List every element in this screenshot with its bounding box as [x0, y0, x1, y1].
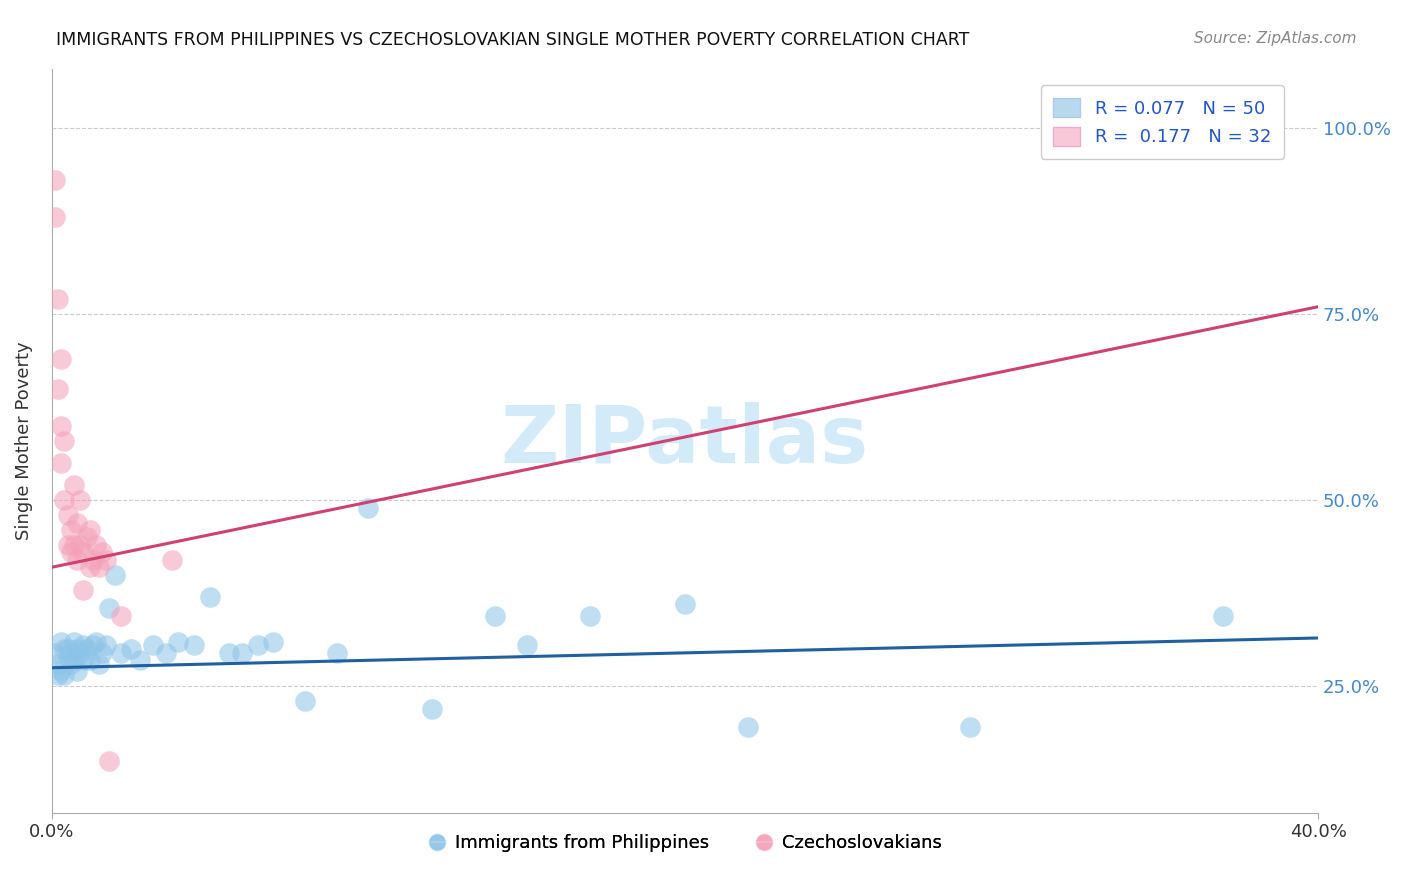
Point: [56, 649, 79, 664]
Point: [56, 642, 79, 657]
Point: [673, 598, 696, 612]
Point: [183, 639, 205, 653]
Point: [579, 608, 602, 623]
Point: [94, 639, 117, 653]
Point: [97, 754, 120, 768]
Point: [110, 608, 132, 623]
Point: [110, 646, 132, 660]
Point: [69, 646, 91, 660]
Point: [155, 646, 177, 660]
Point: [294, 694, 316, 708]
Text: ZIPatlas: ZIPatlas: [501, 401, 869, 480]
Point: [69, 493, 91, 508]
Point: [357, 500, 380, 515]
Point: [72, 545, 94, 559]
Point: [51, 456, 73, 470]
Point: [44, 211, 66, 225]
Point: [46, 293, 69, 307]
Text: Source: ZipAtlas.com: Source: ZipAtlas.com: [1194, 31, 1357, 46]
Point: [218, 646, 240, 660]
Point: [72, 639, 94, 653]
Point: [959, 720, 981, 734]
Point: [53, 434, 76, 448]
Point: [56, 508, 79, 523]
Point: [89, 560, 111, 574]
Y-axis label: Single Mother Poverty: Single Mother Poverty: [15, 342, 32, 540]
Point: [46, 382, 69, 396]
Point: [160, 553, 183, 567]
Point: [89, 657, 111, 671]
Point: [66, 665, 89, 679]
Point: [120, 642, 142, 657]
Point: [94, 553, 117, 567]
Point: [167, 634, 190, 648]
Point: [97, 601, 120, 615]
Point: [246, 639, 269, 653]
Point: [79, 560, 101, 574]
Point: [84, 634, 107, 648]
Point: [198, 590, 221, 604]
Point: [79, 523, 101, 537]
Point: [129, 653, 152, 667]
Point: [420, 701, 443, 715]
Text: IMMIGRANTS FROM PHILIPPINES VS CZECHOSLOVAKIAN SINGLE MOTHER POVERTY CORRELATION: IMMIGRANTS FROM PHILIPPINES VS CZECHOSLO…: [56, 31, 970, 49]
Point: [1212, 608, 1234, 623]
Point: [66, 642, 89, 657]
Point: [63, 538, 86, 552]
Point: [51, 418, 73, 433]
Point: [231, 646, 253, 660]
Point: [82, 639, 104, 653]
Point: [91, 545, 114, 559]
Point: [46, 657, 69, 671]
Legend: Immigrants from Philippines, Czechoslovakians: Immigrants from Philippines, Czechoslova…: [420, 827, 949, 860]
Point: [59, 657, 82, 671]
Point: [84, 538, 107, 552]
Point: [53, 668, 76, 682]
Point: [104, 567, 127, 582]
Point: [46, 668, 69, 682]
Point: [91, 646, 114, 660]
Point: [262, 634, 284, 648]
Point: [737, 720, 759, 734]
Point: [59, 523, 82, 537]
Point: [44, 646, 66, 660]
Point: [59, 545, 82, 559]
Point: [59, 646, 82, 660]
Point: [142, 639, 165, 653]
Point: [44, 173, 66, 187]
Point: [66, 516, 89, 530]
Point: [53, 493, 76, 508]
Point: [63, 478, 86, 492]
Point: [72, 582, 94, 597]
Point: [76, 531, 98, 545]
Point: [72, 653, 94, 667]
Point: [325, 646, 347, 660]
Point: [82, 553, 104, 567]
Point: [63, 653, 86, 667]
Point: [51, 665, 73, 679]
Point: [69, 538, 91, 552]
Point: [63, 634, 86, 648]
Point: [51, 351, 73, 366]
Point: [51, 634, 73, 648]
Point: [66, 553, 89, 567]
Point: [76, 642, 98, 657]
Point: [516, 639, 538, 653]
Point: [56, 538, 79, 552]
Point: [79, 653, 101, 667]
Point: [484, 608, 506, 623]
Point: [53, 642, 76, 657]
